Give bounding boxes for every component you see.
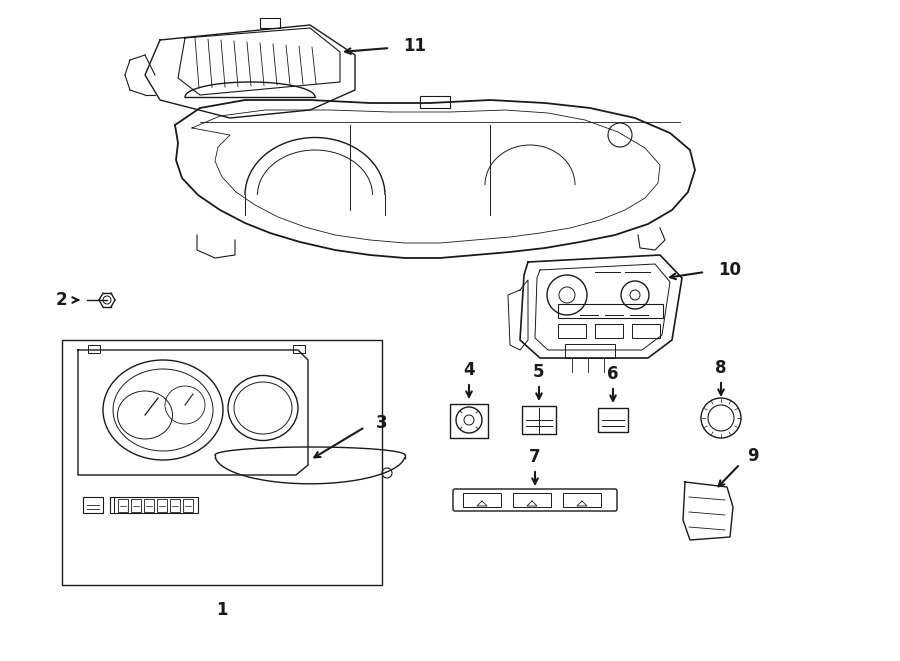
Bar [513, 493, 551, 507]
Bar [293, 345, 305, 353]
Text: 5: 5 [533, 363, 544, 381]
Text: 4: 4 [464, 361, 475, 379]
Text: 7: 7 [529, 448, 541, 466]
Text: 11: 11 [403, 37, 427, 55]
Text: 3: 3 [376, 414, 388, 432]
Bar [558, 304, 663, 318]
Bar [563, 493, 601, 507]
Bar [260, 18, 280, 28]
Bar [565, 344, 615, 358]
Bar [83, 497, 103, 513]
Bar [595, 324, 623, 338]
Bar [183, 499, 193, 512]
Bar [558, 324, 586, 338]
Text: 9: 9 [747, 447, 759, 465]
Bar [157, 499, 167, 512]
Text: 2: 2 [55, 291, 67, 309]
Bar [144, 499, 154, 512]
Text: 10: 10 [718, 261, 742, 279]
Bar [170, 499, 180, 512]
Bar [632, 324, 660, 338]
Bar [420, 96, 450, 108]
Bar [110, 497, 198, 513]
Text: 8: 8 [716, 359, 727, 377]
Bar [88, 345, 100, 353]
Bar [463, 493, 501, 507]
Bar [62, 340, 382, 585]
Bar [522, 406, 556, 434]
Bar [131, 499, 141, 512]
Bar [598, 408, 628, 432]
Text: 1: 1 [216, 601, 228, 619]
Text: 6: 6 [608, 365, 619, 383]
Bar [450, 404, 488, 438]
Bar [118, 499, 128, 512]
